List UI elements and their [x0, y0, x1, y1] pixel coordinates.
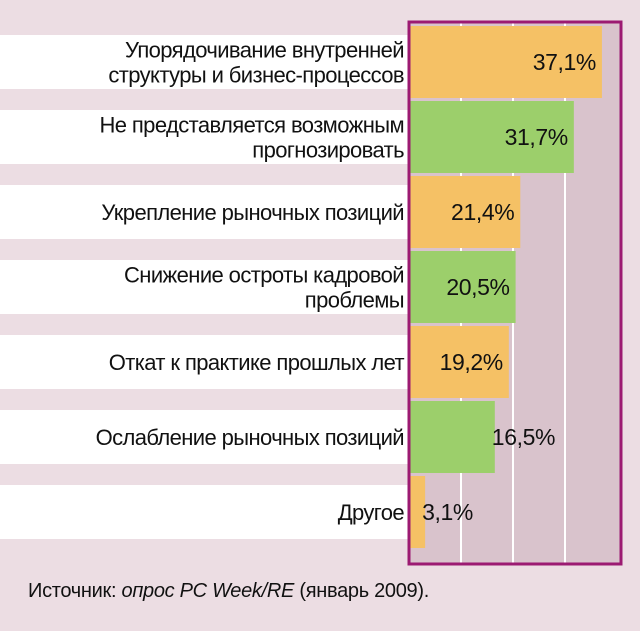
source-prefix: Источник:	[28, 580, 122, 602]
value-label: 20,5%	[446, 274, 509, 300]
row-band	[0, 110, 409, 164]
category-label: Другое	[338, 500, 405, 525]
bar-chart: 37,1% 31,7% 21,4% 20,5% 19,2% 16,5% 3,1% Упоряд…	[0, 20, 623, 566]
bar	[409, 326, 509, 398]
row-band	[0, 485, 409, 539]
plot-frame	[407, 20, 623, 566]
value-label: 21,4%	[451, 199, 514, 225]
bar	[409, 476, 426, 548]
category-label: Откат к практике прошлых лет	[109, 350, 405, 375]
category-label: Снижение остроты кадровой	[124, 263, 404, 288]
row-band	[0, 260, 409, 314]
category-label: Ослабление рыночных позиций	[96, 425, 404, 450]
value-label: 37,1%	[533, 49, 596, 75]
category-label: Не представляется возможным	[99, 113, 404, 138]
row-band	[0, 335, 409, 389]
value-label: 3,1%	[422, 499, 473, 525]
bar	[409, 401, 495, 473]
row-band	[0, 35, 409, 89]
bar	[409, 101, 574, 173]
category-label: структуры и бизнес-процессов	[108, 63, 404, 88]
row-band	[0, 185, 409, 239]
bar	[409, 251, 516, 323]
source-note: Источник: опрос PC Week/RE (январь 2009)…	[28, 580, 429, 603]
source-text: опрос PC Week/RE	[121, 580, 295, 602]
value-label: 19,2%	[440, 349, 503, 375]
row-band	[0, 410, 409, 464]
category-label: проблемы	[305, 288, 404, 313]
bar	[409, 26, 602, 98]
category-label: Укрепление рыночных позиций	[101, 200, 404, 225]
value-label: 31,7%	[505, 124, 568, 150]
source-suffix: (январь 2009).	[294, 580, 430, 602]
bar	[409, 176, 521, 248]
category-label: прогнозировать	[252, 138, 404, 163]
category-label: Упорядочивание внутренней	[125, 38, 404, 63]
value-label: 16,5%	[492, 424, 555, 450]
